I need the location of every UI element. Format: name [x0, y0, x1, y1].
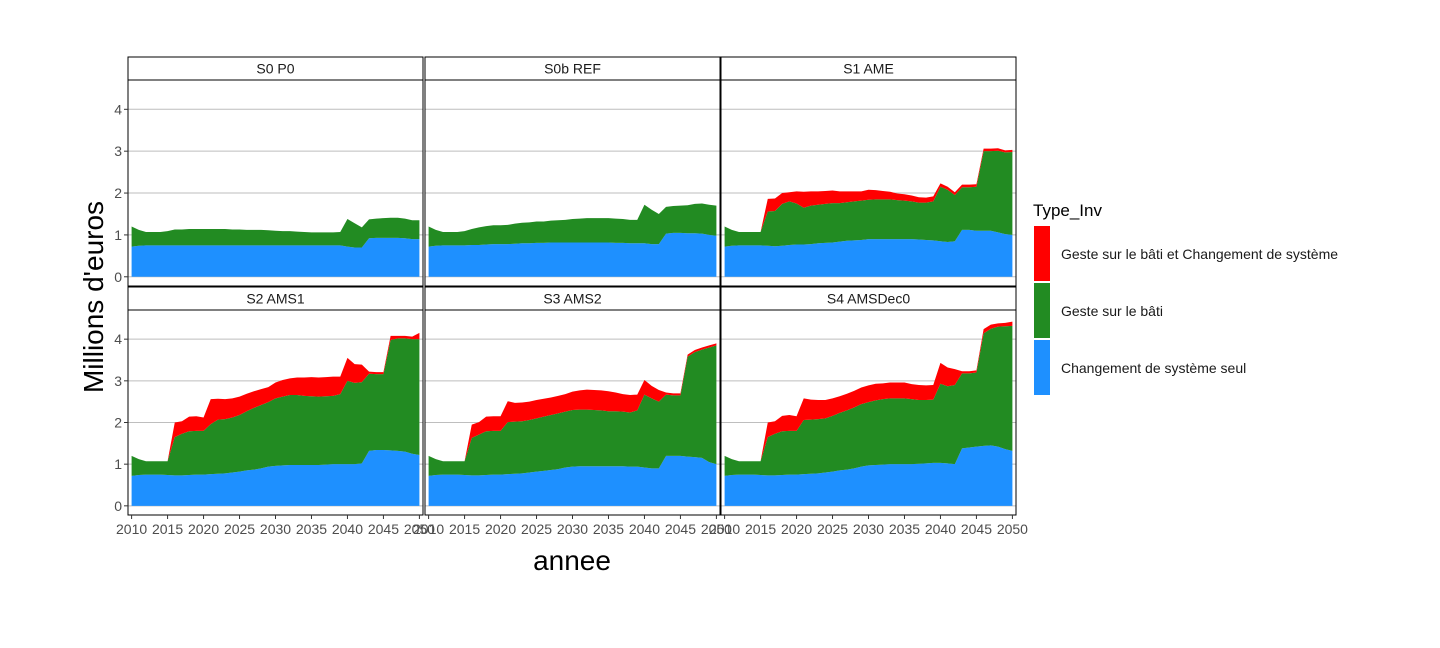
- facet-title: S0b REF: [544, 61, 601, 77]
- area-series: [724, 445, 1013, 506]
- x-tick-label: 2010: [116, 521, 147, 537]
- facet-panel: S0b REF: [424, 56, 721, 287]
- x-tick-label: 2045: [961, 521, 992, 537]
- area-series: [724, 148, 1013, 232]
- area-series: [428, 203, 717, 247]
- y-tick-label: 0: [114, 269, 122, 285]
- x-tick-label: 2050: [997, 521, 1028, 537]
- x-tick-label: 2050: [701, 521, 732, 537]
- y-tick-label: 1: [114, 456, 122, 472]
- x-tick-label: 2040: [925, 521, 956, 537]
- panel-border: [720, 79, 1017, 287]
- x-tick-label: 2010: [709, 521, 740, 537]
- x-tick-label: 2030: [260, 521, 291, 537]
- x-tick-label: 2035: [296, 521, 327, 537]
- area-series: [131, 237, 420, 277]
- x-tick-label: 2020: [485, 521, 516, 537]
- legend-label: Geste sur le bâti: [1061, 303, 1163, 319]
- facet-title: S3 AMS2: [543, 291, 602, 307]
- x-axis-title: annee: [533, 545, 611, 576]
- facet-panel: S3 AMS2 2010 2015 2020 2025 2030 2035 2040 2045 2…: [413, 286, 732, 537]
- facet-panel: S4 AMSDec0 2010 2015 2020 2025 2030 2035 2040 20…: [709, 286, 1028, 537]
- x-tick-label: 2035: [889, 521, 920, 537]
- area-series: [131, 450, 420, 506]
- y-tick-label: 3: [114, 143, 122, 159]
- y-tick-label: 4: [114, 101, 122, 117]
- facet-panel: S1 AME: [720, 56, 1017, 287]
- y-tick-label: 3: [114, 373, 122, 389]
- area-series: [428, 232, 717, 277]
- x-tick-label: 2020: [781, 521, 812, 537]
- legend-label: Geste sur le bâti et Changement de systè…: [1061, 246, 1338, 262]
- legend-key: [1034, 226, 1050, 281]
- legend: Type_Inv Geste sur le bâti et Changement…: [1033, 201, 1338, 395]
- x-tick-label: 2025: [521, 521, 552, 537]
- x-tick-label: 2040: [629, 521, 660, 537]
- x-tick-label: 2025: [224, 521, 255, 537]
- x-tick-label: 2015: [745, 521, 776, 537]
- y-tick-label: 4: [114, 331, 122, 347]
- area-series: [724, 150, 1013, 247]
- area-series: [131, 338, 420, 476]
- facet-title: S2 AMS1: [246, 291, 305, 307]
- facet-panel: S0 P0 0 1 2 3 4: [114, 56, 424, 287]
- x-tick-label: 2045: [368, 521, 399, 537]
- x-tick-label: 2015: [152, 521, 183, 537]
- area-series: [428, 345, 717, 476]
- area-series: [428, 455, 717, 506]
- area-series: [724, 325, 1013, 476]
- facet-title: S4 AMSDec0: [827, 291, 910, 307]
- x-tick-label: 2010: [413, 521, 444, 537]
- x-tick-label: 2025: [817, 521, 848, 537]
- legend-key: [1034, 340, 1050, 395]
- y-axis-title: Millions d'euros: [78, 201, 109, 393]
- area-series: [131, 332, 420, 462]
- area-series: [724, 321, 1013, 462]
- x-tick-label: 2035: [593, 521, 624, 537]
- y-tick-label: 0: [114, 498, 122, 514]
- facet-panel: S2 AMS1 0 1 2 3 4 2010 2015 2020 2025 2030 2035 2040…: [114, 286, 435, 537]
- legend-key: [1034, 283, 1050, 338]
- x-tick-label: 2015: [449, 521, 480, 537]
- legend-title: Type_Inv: [1033, 201, 1102, 220]
- area-series: [131, 217, 420, 248]
- x-tick-label: 2040: [332, 521, 363, 537]
- y-tick-label: 1: [114, 227, 122, 243]
- x-tick-label: 2050: [404, 521, 435, 537]
- area-series: [428, 343, 717, 462]
- y-tick-label: 2: [114, 415, 122, 431]
- legend-label: Changement de système seul: [1061, 360, 1246, 376]
- x-tick-label: 2045: [665, 521, 696, 537]
- y-tick-label: 2: [114, 185, 122, 201]
- area-series: [724, 229, 1013, 277]
- x-tick-label: 2030: [853, 521, 884, 537]
- x-tick-label: 2030: [557, 521, 588, 537]
- facet-title: S0 P0: [256, 61, 294, 77]
- panel-border: [424, 79, 721, 287]
- x-tick-label: 2020: [188, 521, 219, 537]
- panel-border: [127, 79, 424, 287]
- facet-title: S1 AME: [843, 61, 894, 77]
